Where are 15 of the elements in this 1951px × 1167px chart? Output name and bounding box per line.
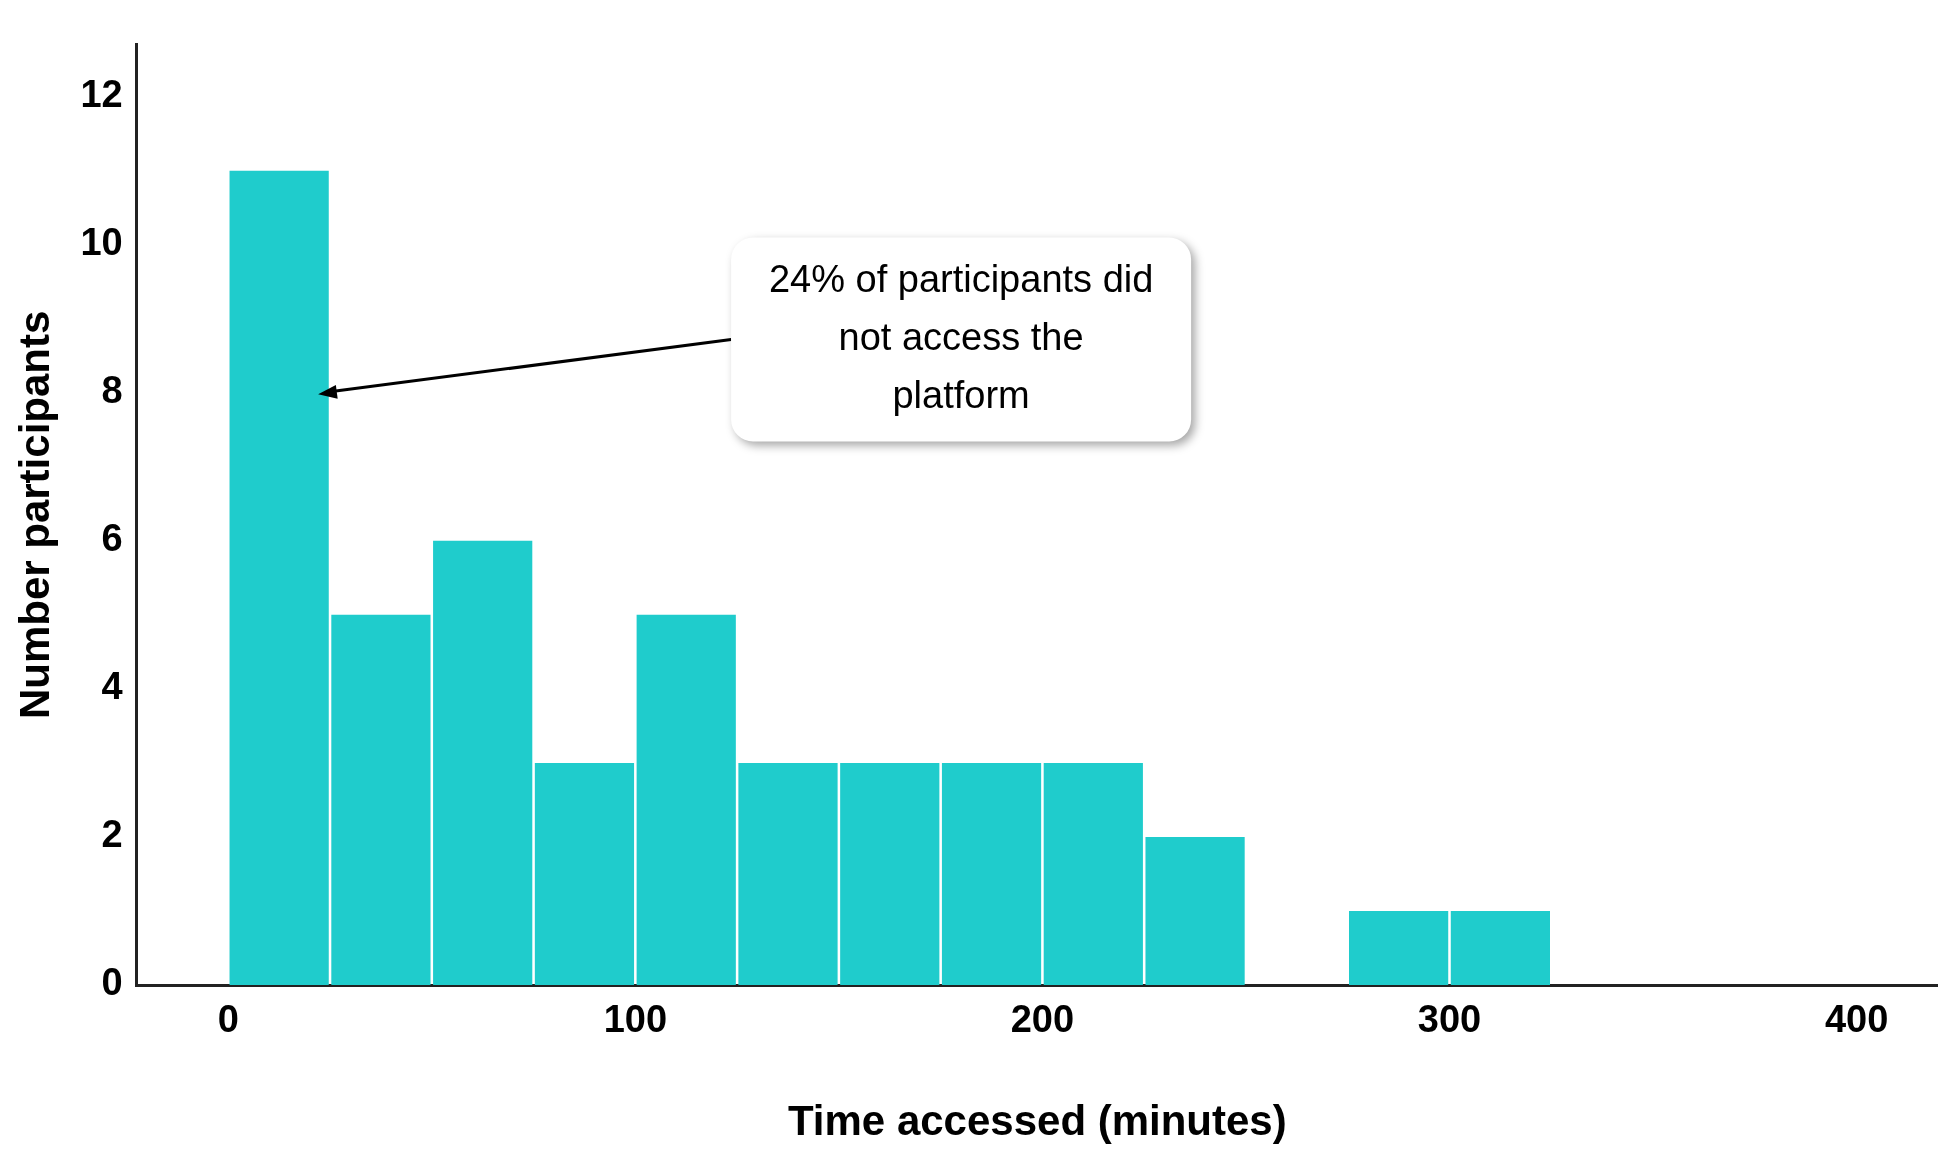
y-tick-label: 10	[80, 221, 123, 264]
x-tick-label: 100	[603, 998, 668, 1041]
y-tick-label: 0	[101, 961, 123, 1004]
y-tick-label: 8	[101, 369, 123, 412]
x-tick-label: 0	[217, 998, 239, 1041]
x-tick-label: 200	[1010, 998, 1075, 1041]
x-axis-title: Time accessed (minutes)	[787, 1097, 1287, 1145]
y-tick-label: 12	[80, 73, 123, 116]
annotation: 24% of participants did not access the platform	[768, 258, 1154, 417]
y-tick-label: 6	[101, 517, 123, 560]
y-tick-label: 4	[101, 665, 123, 708]
y-tick-label: 2	[101, 813, 123, 856]
x-tick-label: 400	[1824, 998, 1889, 1041]
y-axis-title: Number participants	[10, 310, 58, 720]
x-tick-label: 300	[1417, 998, 1482, 1041]
